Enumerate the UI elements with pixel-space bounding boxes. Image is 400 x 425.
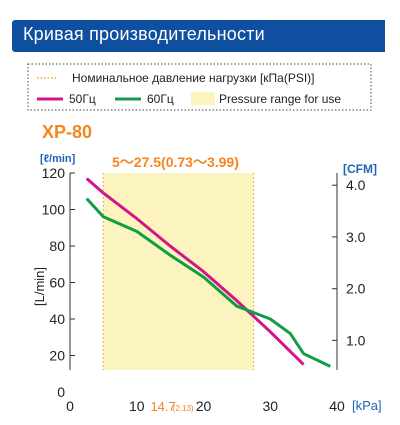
legend-pressure-range-swatch bbox=[191, 92, 215, 105]
x-tick-label: 30 bbox=[262, 398, 278, 414]
y-tick-label: 120 bbox=[42, 165, 66, 181]
y-tick-label: 40 bbox=[49, 311, 65, 327]
series-60hz-line bbox=[85, 197, 331, 368]
y-tick-label: 20 bbox=[49, 348, 65, 364]
y2-tick-label: 2.0 bbox=[346, 281, 366, 297]
y-axis-label: [L/min] bbox=[32, 267, 47, 306]
y2-tick-label: 4.0 bbox=[346, 177, 366, 193]
y-tick-label: 0 bbox=[57, 384, 65, 400]
legend-rated-pressure-label: Номинальное давление нагрузки [кПа(PSI)] bbox=[72, 71, 315, 85]
legend-60hz-label: 60Гц bbox=[147, 92, 174, 106]
x-tick-label: 20 bbox=[196, 398, 212, 414]
page-title: Кривая производительности bbox=[23, 24, 265, 44]
y2-axis-label: [CFM] bbox=[343, 162, 377, 176]
x-tick-label: 0 bbox=[66, 398, 74, 414]
axis-ticks: 0 20 40 60 80 100 120 1.0 2.0 3.0 4.0 0 10 20 30 40 14.7… bbox=[42, 165, 366, 414]
series-50hz-line bbox=[85, 177, 305, 366]
y2-tick-label: 3.0 bbox=[346, 229, 366, 245]
x-marker-label: 14.7 bbox=[150, 399, 175, 414]
page-header: Кривая производительности bbox=[12, 20, 385, 52]
y-tick-label: 80 bbox=[49, 238, 65, 254]
pressure-range-annotation: 5～27.5(0.73～3.99) bbox=[112, 154, 239, 170]
x-tick-label: 40 bbox=[329, 398, 345, 414]
x-axis-label: [kPa] bbox=[352, 398, 382, 413]
y-axis-unit-label: [ℓ/min] bbox=[40, 153, 76, 165]
y-tick-label: 100 bbox=[42, 202, 66, 218]
legend-50hz-label: 50Гц bbox=[69, 92, 96, 106]
x-tick-label: 10 bbox=[129, 398, 145, 414]
y-tick-label: 60 bbox=[49, 275, 65, 291]
legend-pressure-range-label: Pressure range for use bbox=[219, 92, 341, 106]
legend-box bbox=[27, 63, 372, 111]
y2-tick-label: 1.0 bbox=[346, 332, 366, 348]
pressure-range-band bbox=[103, 173, 254, 370]
x-marker-sub-label: (2.13) bbox=[173, 404, 194, 413]
chart-title: XP-80 bbox=[42, 122, 92, 142]
